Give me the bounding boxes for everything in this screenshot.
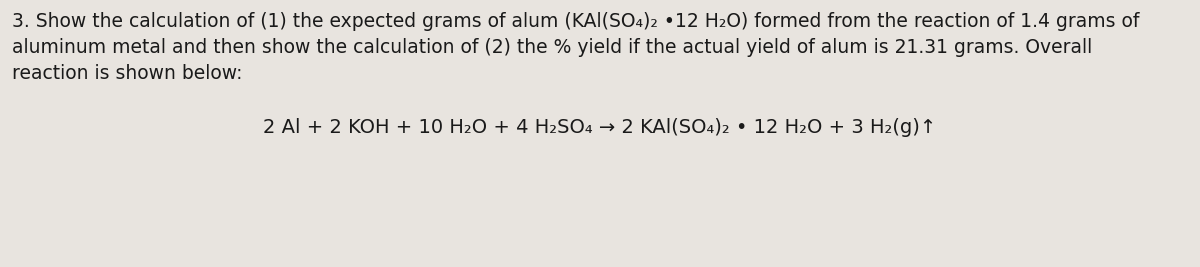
Text: 2 Al + 2 KOH + 10 H₂O + 4 H₂SO₄ → 2 KAl(SO₄)₂ • 12 H₂O + 3 H₂(g)↑: 2 Al + 2 KOH + 10 H₂O + 4 H₂SO₄ → 2 KAl(…	[263, 118, 937, 137]
Text: aluminum metal and then show the calculation of (2) the % yield if the actual yi: aluminum metal and then show the calcula…	[12, 38, 1092, 57]
Text: 3. Show the calculation of (1) the expected grams of alum (KAl(SO₄)₂ •12 H₂O) fo: 3. Show the calculation of (1) the expec…	[12, 12, 1139, 31]
Text: reaction is shown below:: reaction is shown below:	[12, 64, 242, 83]
